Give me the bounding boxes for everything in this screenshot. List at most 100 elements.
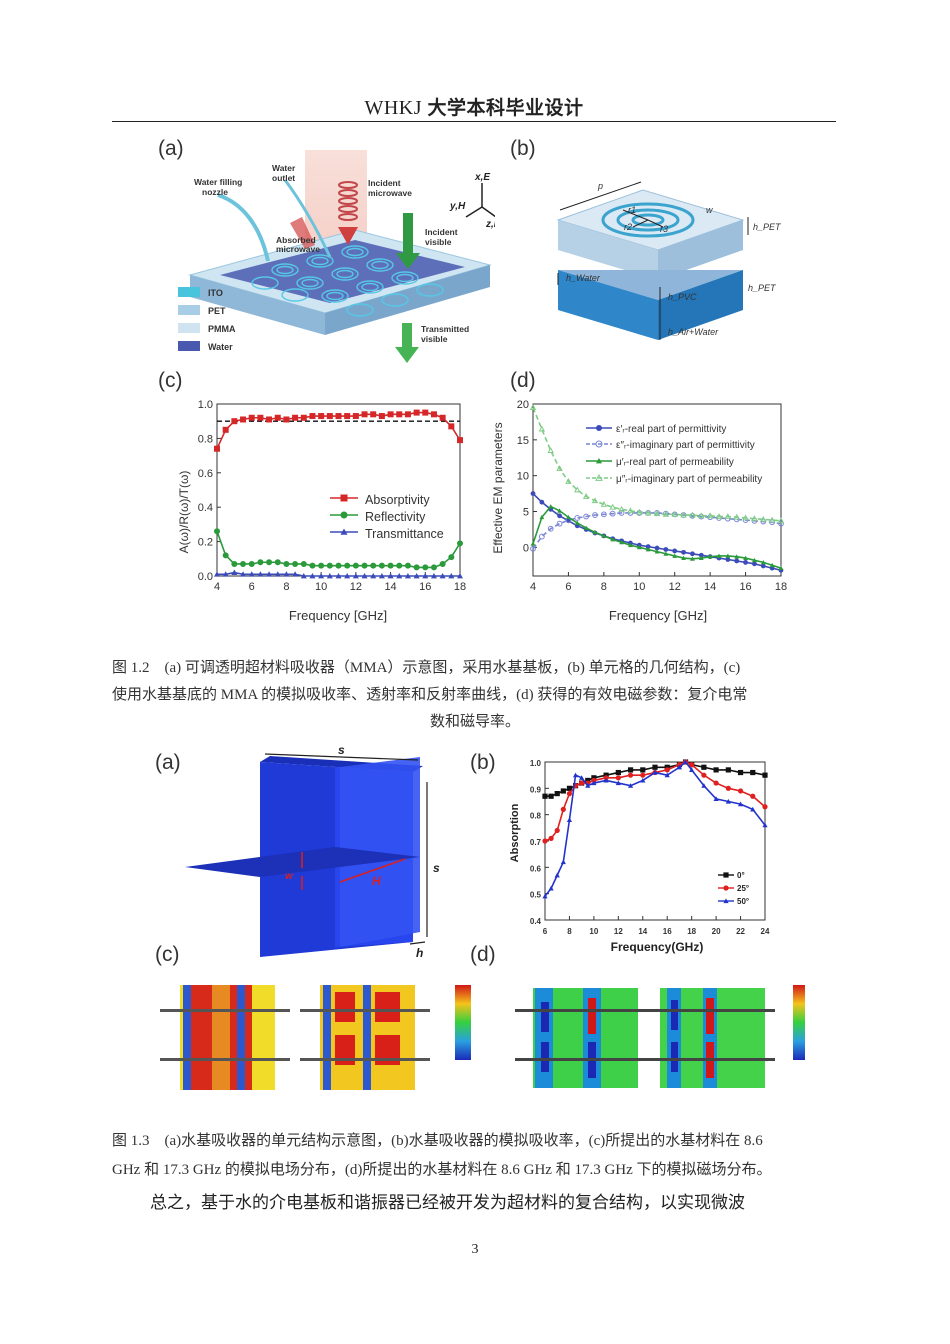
x-tick-label: 14 (638, 927, 647, 936)
cross-plate (340, 757, 420, 947)
dim-p: p (597, 181, 603, 191)
efield-colorbar (455, 985, 471, 1060)
data-point (579, 780, 585, 786)
legend-markers (330, 494, 358, 535)
data-point (318, 573, 325, 579)
data-point (640, 777, 646, 783)
x-tick-label: 8 (283, 581, 289, 593)
data-point (422, 409, 429, 416)
legend-marker (340, 511, 348, 519)
fig13-label-d: (d) (470, 943, 496, 966)
legend-reflectivity: Reflectivity (365, 510, 426, 524)
data-point (640, 767, 646, 773)
data-point (404, 573, 411, 579)
dim-H: H (372, 874, 381, 888)
caption-line-2: 使用水基基底的 MMA 的模拟吸收率、透射率和反射率曲线，(d) 获得的有效电磁… (112, 687, 748, 703)
data-point (713, 796, 719, 801)
data-point (266, 559, 273, 566)
data-point (387, 573, 394, 579)
data-point (542, 838, 548, 844)
data-point (762, 772, 768, 778)
lbl-incident: Incident (368, 178, 401, 188)
data-point (430, 411, 437, 418)
legend-eps-real: ε′ᵣ-real part of permittivity (616, 424, 726, 435)
legend-absorptivity: Absorptivity (365, 493, 430, 507)
data-point (585, 777, 591, 784)
data-point (361, 562, 368, 569)
data-point (556, 465, 563, 471)
incident-microwave-coil (338, 181, 358, 221)
y-tick-label: 1.0 (198, 399, 213, 411)
data-point (430, 564, 437, 571)
data-point (283, 571, 290, 577)
data-point (448, 423, 455, 430)
data-point (750, 793, 756, 799)
xlabel: Frequency [GHz] (289, 608, 387, 623)
data-point (778, 520, 784, 527)
data-point (600, 500, 608, 507)
data-point (615, 780, 621, 786)
data-point (422, 564, 429, 571)
fig12d-chart: Effective EM parameters Frequency [GHz] … (491, 399, 787, 623)
data-point (292, 414, 299, 421)
data-point (214, 445, 220, 452)
data-point (565, 477, 572, 484)
data-point (618, 510, 625, 516)
header-latin: WHKJ (364, 97, 423, 119)
data-point (603, 777, 609, 783)
xlabel: Frequency(GHz) (611, 940, 704, 954)
data-point (713, 780, 719, 786)
data-point (603, 775, 609, 781)
data-point (654, 545, 660, 551)
hfield-17-3ghz (645, 988, 775, 1088)
data-point (619, 539, 624, 545)
legend-marker (595, 440, 603, 448)
legend-marker (595, 473, 603, 481)
data-point (574, 515, 581, 521)
slab-left (190, 275, 325, 335)
legend-swatch-ito (178, 287, 200, 297)
plot-area: 4 6 8 10 12 14 16 18 0.0 0.2 0.4 0.6 0.8 1.0 (198, 399, 466, 593)
legend-water: Water (208, 342, 233, 352)
header-title: 大学本科毕业设计 (427, 97, 584, 119)
efield-8-6ghz (160, 985, 290, 1090)
data-point (560, 859, 566, 865)
data-point (645, 547, 651, 552)
data-point (724, 513, 732, 519)
data-point (671, 510, 678, 517)
data-point (387, 411, 394, 418)
data-point (396, 411, 403, 418)
fig12a-mma-schematic: Water filling nozzle Water outlet Incide… (178, 150, 495, 363)
y-tick-label: 0.6 (530, 864, 542, 873)
data-point (698, 552, 704, 558)
page-header: WHKJ 大学本科毕业设计 (112, 93, 836, 122)
data-point (231, 569, 238, 575)
data-point (413, 564, 420, 571)
incident-microwave-arrow (338, 227, 358, 245)
data-point (422, 573, 429, 579)
data-point (628, 542, 633, 548)
data-point (698, 512, 705, 519)
data-point (689, 511, 696, 518)
caption-line-3: 数和磁导率。 (429, 714, 520, 730)
data-point (457, 437, 463, 444)
data-point (318, 413, 325, 420)
x-tick-label: 16 (739, 581, 751, 593)
data-point (734, 558, 740, 564)
data-point (615, 775, 621, 781)
x-tick-label: 16 (419, 581, 431, 593)
lbl-absorbed: Absorbed (276, 235, 316, 245)
legend-marker (340, 494, 348, 502)
data-point (538, 533, 545, 540)
y-tick-label: 5 (523, 507, 529, 519)
ring-resonators (251, 245, 444, 317)
y-tick-label: 0.8 (530, 812, 542, 821)
x-tick-label: 24 (761, 927, 770, 936)
fig12b-unit-cell: p w r1 r2 r3 h_PET h_Water h_PVC h_PET h… (556, 181, 782, 340)
data-point (600, 511, 607, 518)
data-point (547, 447, 554, 454)
y-tick-label: 10 (517, 471, 529, 483)
data-point (335, 413, 342, 420)
data-point (309, 573, 316, 579)
data-point (530, 541, 536, 546)
